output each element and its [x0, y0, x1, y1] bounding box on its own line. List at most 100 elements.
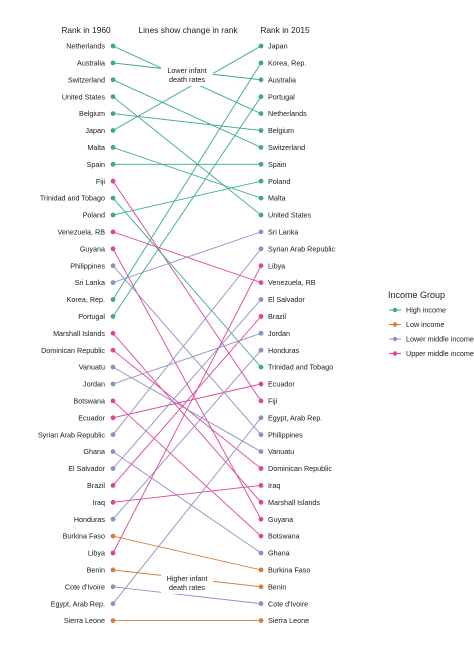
annotation-background [161, 573, 213, 594]
slope-line-portugal [112, 96, 262, 317]
dot-2015-netherlands [258, 111, 264, 116]
label-2015-honduras: Honduras [268, 346, 300, 355]
legend-item-high: High income [389, 306, 446, 315]
legend-label: High income [406, 306, 446, 315]
legend-key-dot [392, 336, 398, 342]
slope-line-ghana [112, 451, 262, 554]
legend-item-upper-middle: Upper middle income [389, 349, 474, 358]
label-1960-united-states: United States [62, 92, 106, 101]
label-1960-jordan: Jordan [83, 380, 105, 389]
dot-2015-dominican-republic [258, 466, 264, 471]
slope-dots [110, 43, 264, 623]
label-1960-cote-d-ivoire: Cote d'Ivoire [65, 582, 105, 591]
slope-line-libya [112, 265, 262, 554]
legend-label: Lower middle income [406, 335, 474, 344]
left-header: Rank in 1960 [61, 25, 111, 35]
dot-2015-trinidad-and-tobago [258, 364, 264, 370]
label-1960-ecuador: Ecuador [78, 413, 105, 422]
dot-2015-marshall-islands [258, 499, 264, 505]
label-2015-united-states: United States [268, 211, 312, 220]
label-2015-syrian-arab-republic: Syrian Arab Republic [268, 244, 336, 253]
label-1960-japan: Japan [85, 126, 105, 135]
dot-1960-guyana [110, 246, 116, 252]
annotation-line: death rates [169, 75, 205, 84]
dot-1960-australia [110, 60, 116, 66]
label-2015-botswana: Botswana [268, 532, 300, 541]
label-2015-burkina-faso: Burkina Faso [268, 566, 310, 575]
slope-line-trinidad-and-tobago [112, 197, 262, 368]
slope-line-brazil [112, 316, 262, 486]
dot-1960-cote-d-ivoire [110, 584, 116, 590]
label-2015-korea-rep: Korea, Rep. [268, 59, 306, 68]
label-1960-guyana: Guyana [80, 244, 105, 253]
label-1960-fiji: Fiji [96, 177, 106, 186]
label-2015-poland: Poland [268, 177, 290, 186]
label-1960-egypt-arab-rep: Egypt, Arab Rep. [51, 599, 105, 608]
dot-2015-egypt-arab-rep [258, 415, 264, 421]
label-1960-trinidad-and-tobago: Trinidad and Tobago [40, 194, 105, 203]
dot-2015-belgium [258, 128, 264, 133]
label-1960-sri-lanka: Sri Lanka [75, 278, 105, 287]
dot-2015-sierra-leone [258, 618, 264, 623]
dot-1960-vanuatu [110, 364, 116, 370]
dot-2015-ghana [258, 550, 264, 556]
dot-1960-korea-rep [110, 297, 116, 302]
dot-2015-ecuador [258, 381, 264, 387]
dot-1960-belgium [110, 111, 116, 116]
slope-line-el-salvador [112, 299, 262, 469]
dot-1960-marshall-islands [110, 330, 116, 336]
slope-lines [112, 45, 262, 622]
dot-1960-el-salvador [110, 466, 116, 471]
right-header: Rank in 2015 [260, 25, 310, 35]
annotation-line: death rates [169, 583, 205, 592]
dot-2015-philippines [258, 432, 264, 438]
dot-2015-iraq [258, 483, 264, 488]
label-1960-el-salvador: El Salvador [68, 464, 105, 473]
dot-2015-fiji [258, 398, 264, 404]
slope-line-botswana [112, 400, 262, 537]
dot-2015-venezuela-rb [258, 280, 264, 285]
slope-line-honduras [112, 349, 262, 520]
slope-line-belgium [112, 113, 262, 131]
label-2015-sri-lanka: Sri Lanka [268, 228, 298, 237]
slope-line-jordan [112, 332, 262, 385]
dot-2015-korea-rep [258, 60, 264, 66]
slope-line-poland [112, 180, 262, 216]
dot-2015-poland [258, 178, 264, 184]
dot-1960-benin [110, 567, 116, 573]
label-2015-libya: Libya [268, 261, 285, 270]
dot-2015-guyana [258, 516, 264, 522]
dot-1960-fiji [110, 178, 116, 184]
slope-line-fiji [112, 180, 262, 402]
label-2015-ecuador: Ecuador [268, 380, 295, 389]
dot-1960-philippines [110, 263, 116, 269]
legend: Income Group High income Low income Lower m… [388, 290, 474, 358]
slope-line-syrian-arab-republic [112, 248, 262, 435]
dot-2015-botswana [258, 533, 264, 539]
label-1960-iraq: Iraq [93, 498, 105, 507]
slope-line-marshall-islands [112, 333, 262, 503]
dot-2015-spain [258, 161, 264, 167]
dot-1960-botswana [110, 398, 116, 404]
dot-2015-benin [258, 584, 264, 590]
dot-2015-cote-d-ivoire [258, 601, 264, 607]
label-1960-honduras: Honduras [74, 515, 106, 524]
dot-2015-japan [258, 43, 264, 49]
label-2015-iraq: Iraq [268, 481, 280, 490]
slope-line-japan [112, 45, 262, 131]
legend-item-low: Low income [389, 320, 444, 329]
label-1960-belgium: Belgium [79, 109, 105, 118]
slope-line-sri-lanka [112, 231, 262, 284]
label-2015-japan: Japan [268, 42, 288, 51]
label-1960-dominican-republic: Dominican Republic [41, 346, 105, 355]
legend-item-lower-middle: Lower middle income [389, 335, 474, 344]
label-1960-benin: Benin [87, 566, 105, 575]
label-2015-benin: Benin [268, 582, 286, 591]
label-2015-venezuela-rb: Venezuela, RB [268, 278, 316, 287]
slope-line-egypt-arab-rep [112, 417, 262, 604]
label-1960-spain: Spain [87, 160, 105, 169]
dot-1960-iraq [110, 499, 116, 505]
